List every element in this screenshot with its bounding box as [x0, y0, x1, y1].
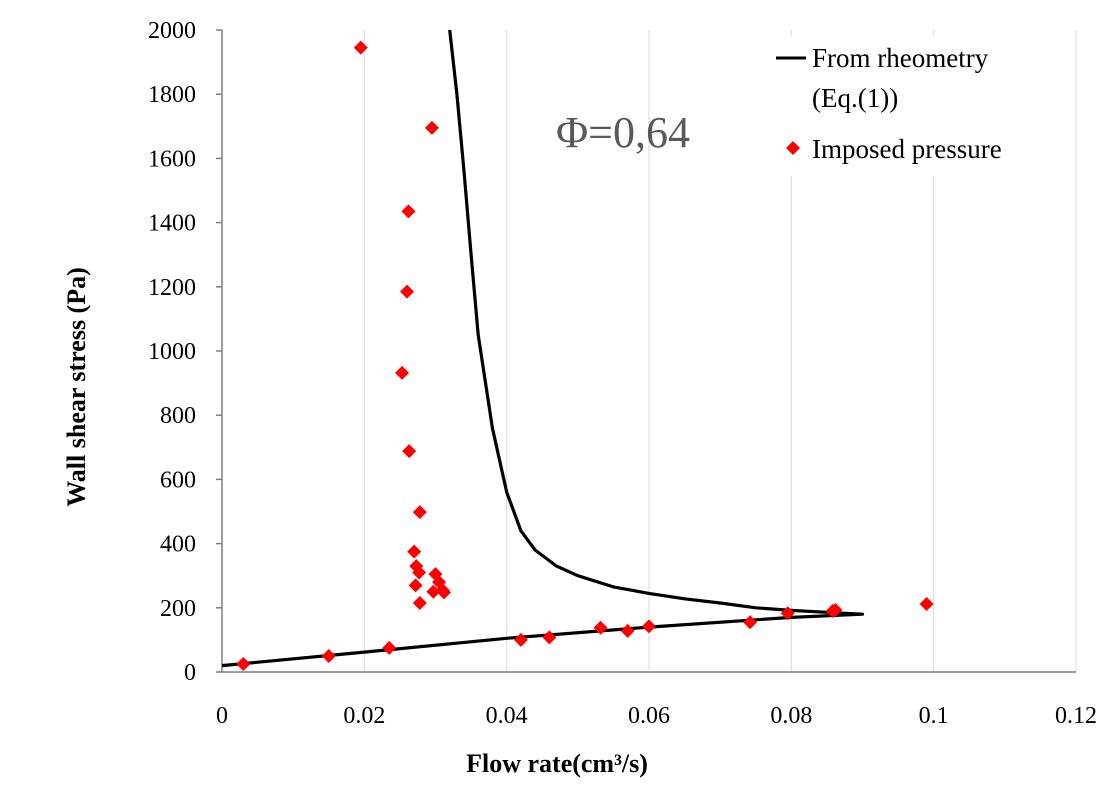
- data-point-imposed-pressure: [424, 120, 439, 135]
- y-tick-label: 400: [160, 532, 196, 558]
- y-tick-label: 600: [160, 467, 196, 493]
- x-axis-title: Flow rate(cm³/s): [466, 749, 648, 778]
- data-point-imposed-pressure: [395, 365, 410, 380]
- y-tick-label: 800: [160, 403, 196, 429]
- data-point-imposed-pressure: [236, 656, 251, 671]
- phi-annotation: Φ=0,64: [556, 108, 690, 157]
- data-point-imposed-pressure: [412, 595, 427, 610]
- data-point-imposed-pressure: [437, 585, 452, 600]
- data-point-imposed-pressure: [401, 204, 416, 219]
- data-point-imposed-pressure: [743, 615, 758, 630]
- legend-marker-swatch: [786, 141, 800, 155]
- data-point-imposed-pressure: [382, 640, 397, 655]
- data-point-imposed-pressure: [402, 444, 417, 459]
- y-tick-labels: 0 200 400 600 800 1000 1200 1400 1600 1800 2000: [148, 18, 196, 686]
- y-tick-label: 200: [160, 596, 196, 622]
- data-point-imposed-pressure: [407, 544, 422, 559]
- data-point-imposed-pressure: [412, 565, 427, 580]
- x-tick-labels: 0 0.02 0.04 0.06 0.08 0.1 0.12: [216, 703, 1097, 729]
- data-point-imposed-pressure: [780, 606, 795, 621]
- y-tick-label: 1000: [148, 339, 196, 365]
- y-tick-label: 0: [184, 660, 196, 686]
- legend-background: [770, 36, 1075, 176]
- data-point-imposed-pressure: [412, 505, 427, 520]
- x-tick-label: 0.06: [628, 703, 670, 729]
- data-point-imposed-pressure: [426, 584, 441, 599]
- x-tick-label: 0.02: [343, 703, 385, 729]
- y-axis-title: Wall shear stress (Pa): [62, 267, 91, 507]
- rheometry-curve: [221, 29, 865, 668]
- data-point-imposed-pressure: [542, 630, 557, 645]
- x-tick-label: 0.08: [770, 703, 812, 729]
- series: [221, 29, 934, 671]
- data-point-imposed-pressure: [620, 623, 635, 638]
- y-tick-label: 1800: [148, 82, 196, 108]
- legend: From rheometry (Eq.(1)) Imposed pressure: [770, 36, 1075, 176]
- data-point-imposed-pressure: [321, 648, 336, 663]
- data-point-imposed-pressure: [919, 596, 934, 611]
- x-tick-label: 0.12: [1055, 703, 1097, 729]
- y-tick-label: 1200: [148, 275, 196, 301]
- legend-label-imposed-pressure: Imposed pressure: [812, 134, 1002, 164]
- x-tick-label: 0.1: [919, 703, 949, 729]
- y-tick-label: 2000: [148, 18, 196, 44]
- legend-label-rheometry: From rheometry (Eq.(1)): [812, 43, 989, 113]
- data-point-imposed-pressure: [828, 603, 843, 618]
- data-point-imposed-pressure: [408, 578, 423, 593]
- y-tick-label: 1600: [148, 146, 196, 172]
- x-tick-label: 0.04: [486, 703, 528, 729]
- data-point-imposed-pressure: [353, 40, 368, 55]
- data-point-imposed-pressure: [400, 284, 415, 299]
- x-tick-label: 0: [216, 703, 228, 729]
- y-tick-label: 1400: [148, 211, 196, 237]
- axes: [216, 29, 1076, 673]
- data-point-imposed-pressure: [513, 632, 528, 647]
- data-point-imposed-pressure: [642, 619, 656, 634]
- data-point-imposed-pressure: [593, 620, 608, 635]
